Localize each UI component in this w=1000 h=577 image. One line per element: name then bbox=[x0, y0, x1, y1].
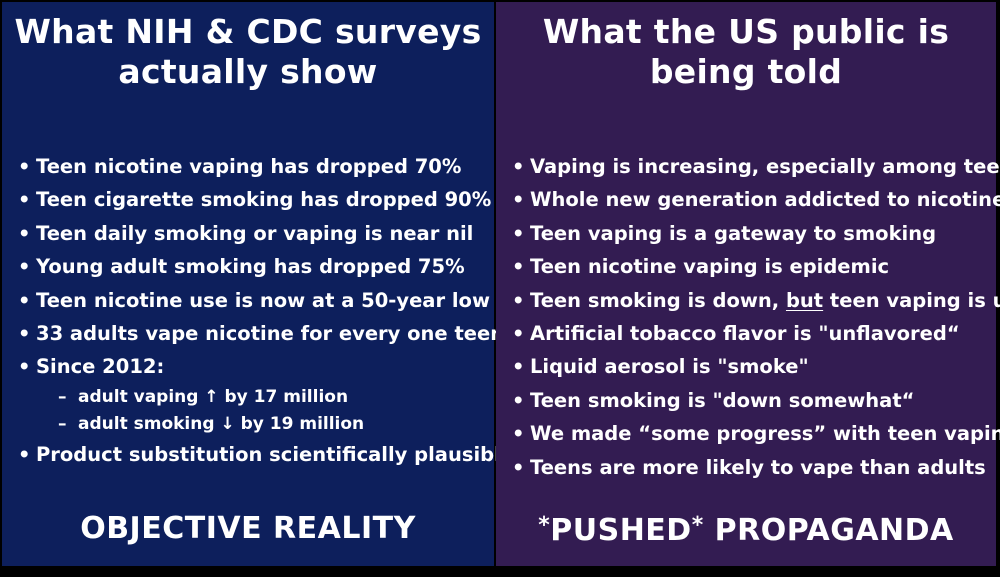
left-panel: What NIH & CDC surveys actually show • Te… bbox=[2, 2, 514, 566]
list-item: • Artificial tobacco flavor is "unflavore… bbox=[512, 322, 960, 346]
list-item: • Teens are more likely to vape than adul… bbox=[512, 455, 986, 479]
list-item: • Teen cigarette smoking has dropped 90% bbox=[18, 188, 492, 212]
list-item: • Teen nicotine use is now at a 50-year l… bbox=[18, 288, 490, 312]
right-title: What the US public is being told bbox=[496, 12, 996, 92]
list-item: • Teen nicotine vaping has dropped 70% bbox=[18, 155, 462, 178]
list-item: • Teen daily smoking or vaping is near ni… bbox=[18, 221, 474, 245]
list-item: • Vaping is increasing, especially among … bbox=[512, 155, 1000, 178]
list-item: • 33 adults vape nicotine for every one t… bbox=[18, 322, 505, 346]
right-bullet-list: • Vaping is increasing, especially among … bbox=[512, 150, 1000, 484]
right-panel: What the US public is being told • Vaping… bbox=[496, 2, 1000, 566]
list-item: • Since 2012: bbox=[18, 355, 165, 379]
right-footer: *PUSHED* PROPAGANDA bbox=[538, 513, 954, 548]
right-title-line1: What the US public is bbox=[542, 12, 950, 51]
list-item: • Whole new generation addicted to nicoti… bbox=[512, 188, 1000, 212]
left-footer: OBJECTIVE REALITY bbox=[80, 511, 416, 546]
list-item: • Teen smoking is down, but teen vaping i… bbox=[512, 288, 1000, 312]
list-item: • Teen nicotine vaping is epidemic bbox=[512, 255, 890, 279]
sub-list-item: – adult vaping ↑ by 17 million bbox=[58, 386, 349, 407]
left-title: What NIH & CDC surveys actually show bbox=[2, 12, 494, 92]
right-title-line2: being told bbox=[649, 52, 843, 91]
list-item: • Young adult smoking has dropped 75% bbox=[18, 255, 465, 279]
list-item: • Liquid aerosol is "smoke" bbox=[512, 355, 809, 379]
list-item: • Teen vaping is a gateway to smoking bbox=[512, 221, 937, 245]
sub-list-item: – adult smoking ↓ by 19 million bbox=[58, 413, 365, 434]
list-item: • We made “some progress” with teen vapin… bbox=[512, 422, 1000, 446]
list-item: • Teen smoking is "down somewhat“ bbox=[512, 388, 915, 412]
left-bullet-list: • Teen nicotine vaping has dropped 70% • T… bbox=[18, 150, 514, 471]
left-title-line1: What NIH & CDC surveys bbox=[14, 12, 482, 51]
left-title-line2: actually show bbox=[118, 52, 378, 91]
list-item: • Product substitution scientifically pla… bbox=[18, 442, 514, 466]
